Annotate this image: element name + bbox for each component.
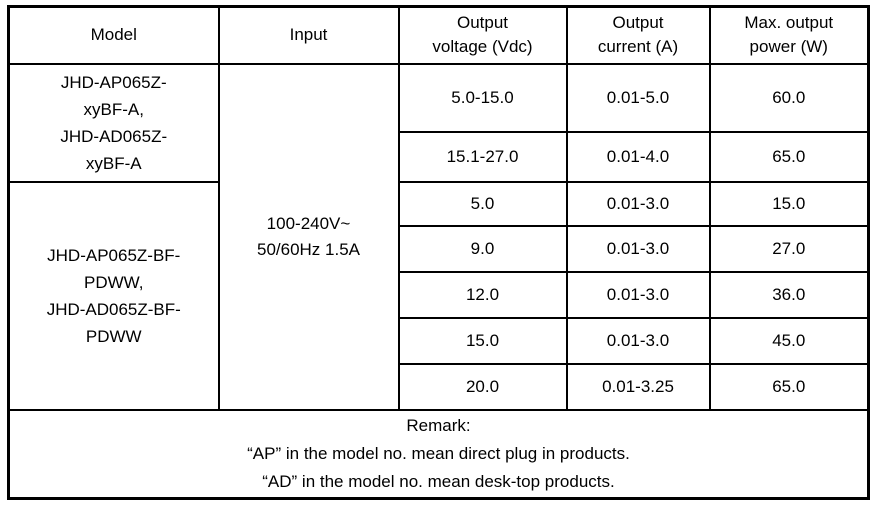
table-row: JHD-AP065Z- xyBF-A, JHD-AD065Z- xyBF-A 1…: [7, 62, 870, 411]
table-row: 9.0 0.01-3.0 27.0: [9, 224, 870, 273]
table-row: 12.0 0.01-3.0 36.0: [9, 270, 870, 319]
model-group-2-cell: JHD-AP065Z-BF- PDWW, JHD-AD065Z-BF- PDWW: [7, 180, 220, 411]
output-current-cell: 0.01-3.25: [565, 362, 711, 411]
max-power-cell: 65.0: [708, 362, 870, 411]
col-header-max-output-power: Max. output power (W): [708, 5, 870, 65]
input-cell: 100-240V~ 50/60Hz 1.5A: [217, 62, 400, 411]
output-voltage-cell: 12.0: [397, 270, 568, 319]
output-current-cell: 0.01-3.0: [565, 180, 711, 227]
output-current-cell: 0.01-5.0: [565, 62, 711, 133]
max-power-cell: 36.0: [708, 270, 870, 319]
remark-cell: Remark: “AP” in the model no. mean direc…: [7, 408, 870, 500]
output-current-cell: 0.01-3.0: [565, 224, 711, 273]
col-header-output-voltage: Output voltage (Vdc): [397, 5, 568, 65]
output-voltage-cell: 5.0: [397, 180, 568, 227]
table-row: 20.0 0.01-3.25 65.0: [9, 362, 870, 411]
output-current-cell: 0.01-3.0: [565, 316, 711, 365]
col-header-output-current: Output current (A): [565, 5, 711, 65]
output-voltage-cell: 20.0: [397, 362, 568, 411]
col-header-input: Input: [217, 5, 400, 65]
max-power-cell: 27.0: [708, 224, 870, 273]
model-group-1-cell: JHD-AP065Z- xyBF-A, JHD-AD065Z- xyBF-A: [7, 62, 220, 183]
output-voltage-cell: 9.0: [397, 224, 568, 273]
output-voltage-cell: 15.1-27.0: [397, 130, 568, 183]
table-row: 15.0 0.01-3.0 45.0: [9, 316, 870, 365]
table-header-row: Model Input Output voltage (Vdc) Output …: [7, 5, 870, 65]
max-power-cell: 60.0: [708, 62, 870, 133]
output-voltage-cell: 5.0-15.0: [397, 62, 568, 133]
power-spec-table: Model Input Output voltage (Vdc) Output …: [7, 5, 870, 500]
table-row: 15.1-27.0 0.01-4.0 65.0: [9, 130, 870, 183]
max-power-cell: 45.0: [708, 316, 870, 365]
output-voltage-cell: 15.0: [397, 316, 568, 365]
output-current-cell: 0.01-3.0: [565, 270, 711, 319]
col-header-model: Model: [7, 5, 220, 65]
table-row: JHD-AP065Z-BF- PDWW, JHD-AD065Z-BF- PDWW…: [7, 180, 870, 411]
max-power-cell: 15.0: [708, 180, 870, 227]
output-current-cell: 0.01-4.0: [565, 130, 711, 183]
max-power-cell: 65.0: [708, 130, 870, 183]
remark-row: Remark: “AP” in the model no. mean direc…: [7, 408, 870, 500]
